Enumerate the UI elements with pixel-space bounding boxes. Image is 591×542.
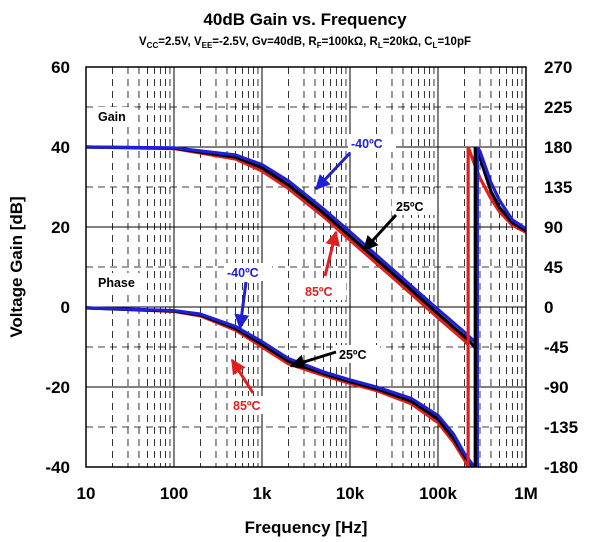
y2-tick-label: 90 (544, 218, 563, 237)
y2-tick-label: -45 (544, 338, 569, 357)
gain-section-label: Gain (98, 110, 126, 124)
chart-subtitle: VCC=2.5V, VEE=-2.5V, Gv=40dB, RF=100kΩ, … (139, 36, 471, 50)
gain-arrow-minus40 (314, 151, 352, 191)
phase-arrow-25 (289, 350, 337, 370)
x-tick-label: 100k (419, 484, 457, 503)
y-tick-label: -40 (45, 458, 70, 477)
y2-tick-label: 270 (544, 58, 572, 77)
series-line-phase-wrapped (466, 146, 526, 234)
phase-annotation-25: 25ºC (339, 348, 367, 362)
y-axis-title: Voltage Gain [dB] (7, 196, 26, 337)
y2-tick-label: 135 (544, 178, 572, 197)
phase-arrow-85 (230, 358, 255, 394)
series-line-phase (86, 306, 478, 467)
x-tick-label: 1k (253, 484, 272, 503)
grid (86, 67, 526, 467)
phase-arrow-minus40 (234, 281, 250, 330)
gain-arrow-85 (323, 230, 341, 277)
y2-tick-label: -135 (544, 418, 578, 437)
y2-tick-label: 225 (544, 98, 572, 117)
plot-frame (85, 66, 527, 468)
gain-annotation-minus40: -40ºC (351, 137, 383, 151)
phase-section-label: Phase (98, 276, 135, 290)
gain-annotation-25: 25ºC (396, 200, 424, 214)
y2-tick-label: 180 (544, 138, 572, 157)
x-tick-label: 10 (77, 484, 96, 503)
tick-labels: 10 100 1k 10k 100k 1M -40 -20 0 20 40 60 -180 -135 -90… (45, 58, 578, 503)
chart-title: 40dB Gain vs. Frequency (203, 10, 407, 29)
y-tick-label: -20 (45, 378, 70, 397)
x-axis-title: Frequency [Hz] (245, 518, 368, 537)
series-line-phase-wrapped (475, 146, 526, 231)
y2-tick-label: -90 (544, 378, 569, 397)
x-tick-label: 1M (514, 484, 538, 503)
y-tick-label: 0 (61, 298, 70, 317)
y-tick-label: 20 (51, 218, 70, 237)
series-line-gain (86, 145, 477, 349)
series-line-gain (86, 145, 479, 346)
y-tick-label: 40 (51, 138, 70, 157)
phase-annotation-85: 85ºC (233, 399, 261, 413)
series-lines (86, 145, 526, 467)
y-tick-label: 60 (51, 58, 70, 77)
y2-tick-label: -180 (544, 458, 578, 477)
gain-arrow-25 (362, 213, 398, 252)
y2-tick-label: 45 (544, 258, 563, 277)
gain-annotation-85: 85ºC (305, 285, 333, 299)
y2-tick-label: 0 (544, 298, 553, 317)
x-tick-label: 100 (160, 484, 188, 503)
phase-annotation-minus40: -40ºC (227, 266, 259, 280)
x-tick-label: 10k (336, 484, 365, 503)
